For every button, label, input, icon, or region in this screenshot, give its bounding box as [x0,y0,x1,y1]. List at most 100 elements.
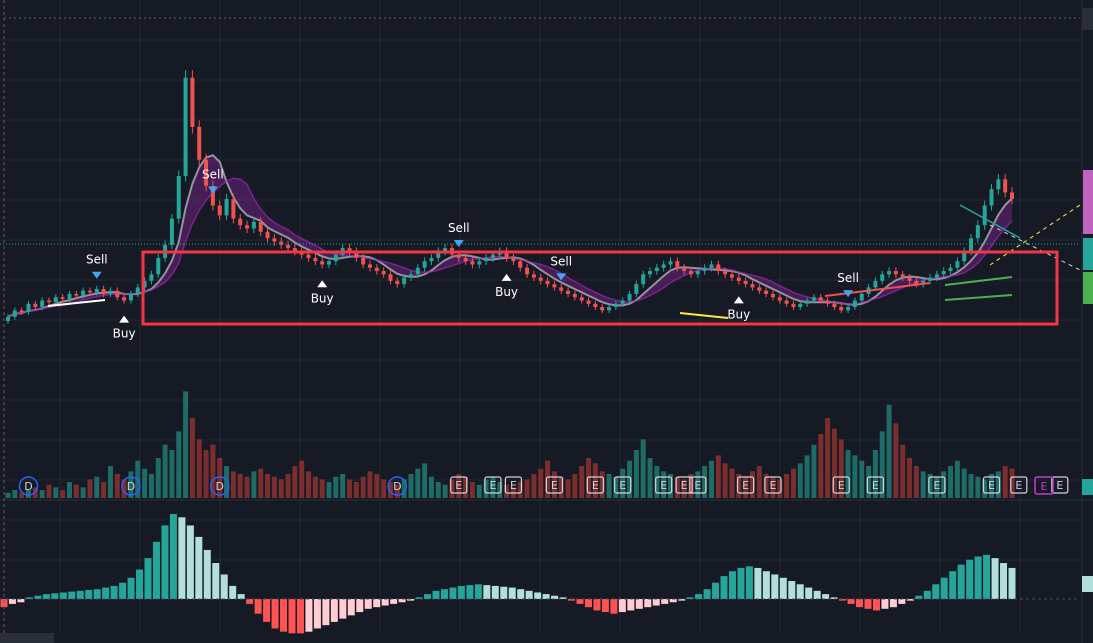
candle-body [361,257,366,265]
earnings-marker [450,476,468,494]
candle-body [443,248,448,252]
time-scale-bar[interactable] [0,633,54,643]
candle-body [456,254,461,258]
volume-bar [695,471,701,498]
scale-price-badge [1083,170,1093,186]
volume-bar [258,468,264,498]
candle-body [367,264,372,268]
candle-body [33,303,38,308]
buy-label: Buy [113,327,136,341]
volume-bar [613,476,619,498]
volume-bar [893,423,899,498]
volume-bar [176,431,182,498]
candle-body [6,316,10,322]
candle-body [224,198,229,216]
volume-bar [217,458,223,498]
histogram-bar [593,599,601,611]
volume-bar [927,474,933,498]
volume-bar [333,476,339,498]
histogram-bar [237,594,245,599]
candle-body [511,257,516,262]
candle-body [190,77,195,127]
candle-body [620,300,625,304]
volume-bar [989,474,995,498]
candle-body [429,257,434,262]
candle-body [777,297,782,301]
earnings-label: E [872,479,879,492]
volume-bar [804,455,810,498]
histogram-bar [508,587,516,599]
sell-marker-icon [207,186,218,194]
volume-bar [627,460,633,498]
histogram-bar [805,587,813,599]
candle-body [74,293,79,296]
volume-bar [285,474,291,498]
candle-body [941,271,946,275]
histogram-bar [771,574,779,599]
volume-panel [5,391,1015,498]
candle-body [333,254,338,262]
histogram-bar [618,599,626,613]
candle-body [53,297,58,303]
earnings-marker [586,476,604,494]
candle-body [928,277,933,281]
scale-price-badge [1083,272,1093,288]
volume-bar [866,466,872,498]
sell-marker-icon [453,240,464,247]
histogram-bar [42,594,50,599]
volume-bar [968,474,974,498]
volume-bar [606,474,612,498]
candle-body [743,280,748,285]
earnings-marker [1010,476,1028,494]
candle-body [880,274,885,281]
histogram-bar [347,599,355,616]
candle-body [436,251,441,258]
scale-price-badge [1083,202,1093,218]
histogram-bar [364,599,372,609]
sell-label: Sell [837,271,859,285]
volume-bar [12,490,18,498]
histogram-scale-badge [1082,576,1093,592]
candle-body [873,280,878,288]
volume-bar [708,460,714,498]
candle-body [695,271,700,275]
volume-bar [961,468,967,498]
candle-body [422,261,427,268]
dividend-label: D [127,480,135,493]
histogram-bar [322,599,330,626]
histogram-bar [576,599,584,604]
volume-bar [982,479,988,498]
candle-body [723,271,728,275]
volume-bar [428,476,434,498]
histogram-bar [288,599,296,634]
candle-body [67,293,72,299]
volume-bar [73,484,79,498]
earnings-label: E [681,479,688,492]
candle-body [757,287,762,291]
trendline-green-upper [944,276,1013,286]
volume-bar [326,482,332,498]
candle-body [805,300,810,304]
candle-body [231,198,236,219]
candle-body [552,284,557,288]
volume-bar [831,428,837,498]
histogram-bar [525,590,533,599]
histogram-bar [102,587,110,599]
dividend-label: D [215,480,223,493]
volume-bar [531,474,537,498]
volume-bar [183,391,189,498]
histogram-bar [483,585,491,599]
volume-bar [599,471,605,498]
candle-body [306,254,311,258]
histogram-bar [695,594,703,599]
volume-bar [346,479,352,498]
earnings-label: E [838,479,845,492]
volume-bar [920,471,926,498]
volume-bar [128,471,134,498]
volume-bar [818,434,824,498]
volume-bar [941,471,947,498]
volume-bar [688,474,694,498]
candle-body [600,307,605,311]
histogram-bar [440,589,448,599]
histogram-bar [661,599,669,604]
